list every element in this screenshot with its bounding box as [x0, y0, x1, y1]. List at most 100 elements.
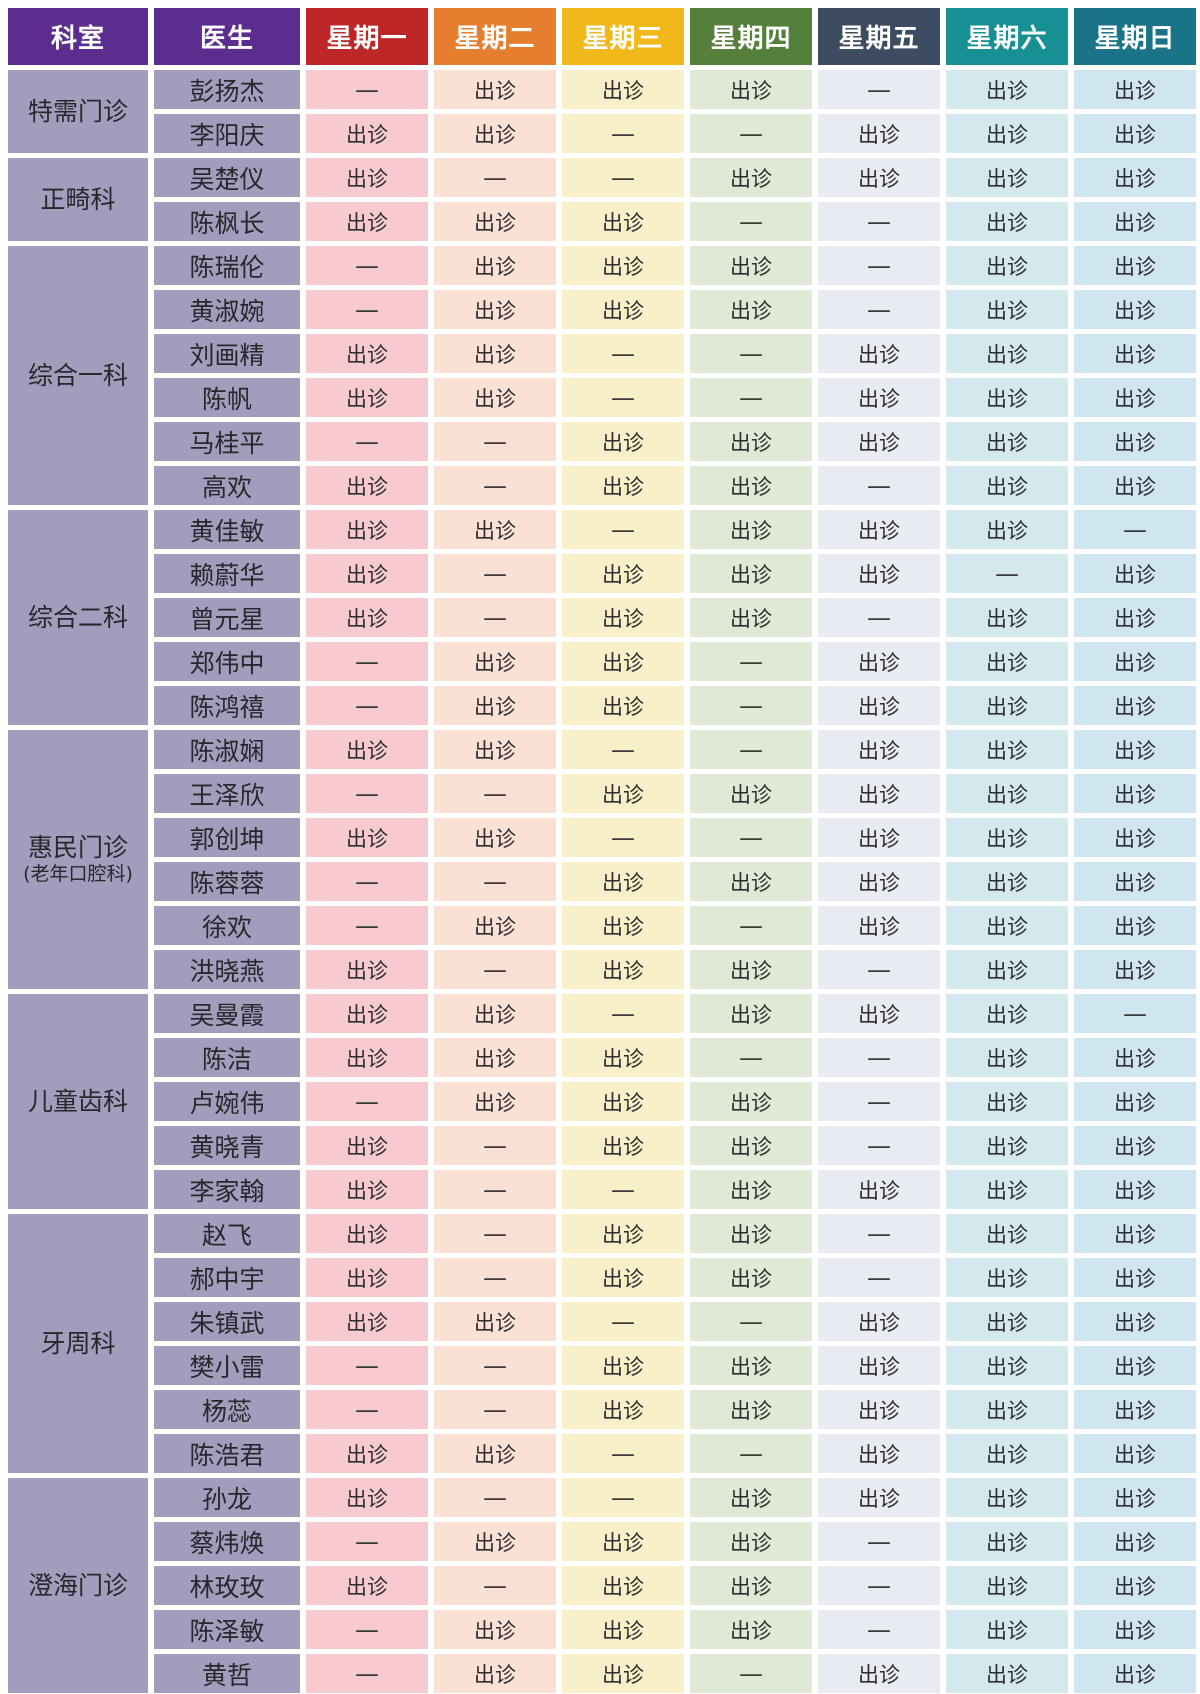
schedule-cell-monday: — [306, 1390, 428, 1429]
doctor-name-cell: 黄晓青 [154, 1126, 300, 1165]
schedule-cell-tuesday: 出诊 [434, 730, 556, 769]
schedule-cell-sunday: 出诊 [1074, 202, 1196, 241]
schedule-cell-monday: 出诊 [306, 466, 428, 505]
schedule-cell-sunday: 出诊 [1074, 1082, 1196, 1121]
schedule-cell-sunday: 出诊 [1074, 1390, 1196, 1429]
doctor-name-cell: 赖蔚华 [154, 554, 300, 593]
department-label: 正畸科 [40, 184, 116, 214]
doctor-name-cell: 郭创坤 [154, 818, 300, 857]
schedule-cell-monday: 出诊 [306, 1170, 428, 1209]
schedule-cell-saturday: 出诊 [946, 1434, 1068, 1473]
schedule-cell-sunday: 出诊 [1074, 1610, 1196, 1649]
schedule-cell-saturday: 出诊 [946, 202, 1068, 241]
schedule-cell-friday: 出诊 [818, 1346, 940, 1385]
schedule-cell-tuesday: 出诊 [434, 1302, 556, 1341]
schedule-cell-wednesday: — [562, 510, 684, 549]
doctor-name-cell: 林玫玫 [154, 1566, 300, 1605]
schedule-cell-tuesday: 出诊 [434, 818, 556, 857]
schedule-cell-monday: — [306, 1522, 428, 1561]
schedule-cell-sunday: 出诊 [1074, 334, 1196, 373]
schedule-cell-wednesday: 出诊 [562, 1566, 684, 1605]
doctor-name-cell: 黄哲 [154, 1654, 300, 1693]
schedule-cell-tuesday: 出诊 [434, 334, 556, 373]
schedule-cell-thursday: — [690, 730, 812, 769]
schedule-cell-friday: — [818, 1038, 940, 1077]
schedule-cell-monday: 出诊 [306, 378, 428, 417]
schedule-cell-monday: 出诊 [306, 202, 428, 241]
schedule-cell-thursday: 出诊 [690, 1478, 812, 1517]
doctor-name-cell: 吴楚仪 [154, 158, 300, 197]
doctor-name-cell: 曾元星 [154, 598, 300, 637]
schedule-cell-tuesday: 出诊 [434, 510, 556, 549]
schedule-cell-friday: — [818, 598, 940, 637]
schedule-cell-saturday: 出诊 [946, 70, 1068, 109]
schedule-cell-friday: 出诊 [818, 1478, 940, 1517]
department-label: 综合一科 [27, 360, 128, 390]
schedule-cell-wednesday: 出诊 [562, 1610, 684, 1649]
schedule-cell-monday: 出诊 [306, 598, 428, 637]
schedule-cell-wednesday: 出诊 [562, 686, 684, 725]
schedule-cell-thursday: — [690, 1038, 812, 1077]
schedule-cell-friday: 出诊 [818, 730, 940, 769]
schedule-cell-sunday: 出诊 [1074, 1654, 1196, 1693]
schedule-cell-monday: — [306, 906, 428, 945]
schedule-cell-thursday: 出诊 [690, 510, 812, 549]
schedule-cell-monday: 出诊 [306, 158, 428, 197]
schedule-cell-friday: 出诊 [818, 862, 940, 901]
doctor-name-cell: 李阳庆 [154, 114, 300, 153]
doctor-name-cell: 杨蕊 [154, 1390, 300, 1429]
schedule-cell-thursday: 出诊 [690, 1082, 812, 1121]
schedule-cell-saturday: 出诊 [946, 730, 1068, 769]
schedule-cell-thursday: — [690, 378, 812, 417]
doctor-name-cell: 刘画精 [154, 334, 300, 373]
schedule-cell-friday: — [818, 290, 940, 329]
schedule-cell-saturday: 出诊 [946, 1346, 1068, 1385]
header-monday: 星期一 [306, 8, 428, 65]
doctor-name-cell: 陈鸿禧 [154, 686, 300, 725]
schedule-cell-tuesday: — [434, 1566, 556, 1605]
schedule-cell-sunday: 出诊 [1074, 378, 1196, 417]
schedule-cell-tuesday: — [434, 1258, 556, 1297]
schedule-cell-saturday: 出诊 [946, 950, 1068, 989]
schedule-cell-monday: 出诊 [306, 1478, 428, 1517]
schedule-cell-friday: 出诊 [818, 158, 940, 197]
department-label: 惠民门诊 [27, 833, 128, 862]
doctor-name-cell: 赵飞 [154, 1214, 300, 1253]
schedule-cell-wednesday: 出诊 [562, 1082, 684, 1121]
schedule-cell-tuesday: 出诊 [434, 994, 556, 1033]
header-doctor: 医生 [154, 8, 300, 65]
schedule-cell-thursday: 出诊 [690, 70, 812, 109]
schedule-cell-tuesday: — [434, 466, 556, 505]
doctor-name-cell: 朱镇武 [154, 1302, 300, 1341]
schedule-cell-thursday: — [690, 334, 812, 373]
schedule-cell-wednesday: 出诊 [562, 1654, 684, 1693]
schedule-cell-tuesday: — [434, 1390, 556, 1429]
schedule-cell-friday: 出诊 [818, 1434, 940, 1473]
department-cell: 特需门诊 [8, 70, 148, 153]
schedule-cell-monday: — [306, 1082, 428, 1121]
schedule-cell-wednesday: 出诊 [562, 554, 684, 593]
schedule-cell-sunday: 出诊 [1074, 862, 1196, 901]
header-sunday: 星期日 [1074, 8, 1196, 65]
schedule-cell-thursday: 出诊 [690, 1566, 812, 1605]
schedule-cell-wednesday: — [562, 994, 684, 1033]
schedule-cell-sunday: 出诊 [1074, 290, 1196, 329]
schedule-cell-monday: 出诊 [306, 950, 428, 989]
schedule-cell-thursday: 出诊 [690, 466, 812, 505]
schedule-cell-saturday: 出诊 [946, 862, 1068, 901]
schedule-cell-sunday: — [1074, 510, 1196, 549]
header-wednesday: 星期三 [562, 8, 684, 65]
schedule-cell-tuesday: 出诊 [434, 202, 556, 241]
doctor-name-cell: 陈淑娴 [154, 730, 300, 769]
doctor-name-cell: 徐欢 [154, 906, 300, 945]
schedule-cell-wednesday: 出诊 [562, 1258, 684, 1297]
schedule-cell-friday: 出诊 [818, 422, 940, 461]
schedule-cell-saturday: 出诊 [946, 906, 1068, 945]
schedule-cell-saturday: 出诊 [946, 158, 1068, 197]
schedule-cell-thursday: — [690, 642, 812, 681]
doctor-name-cell: 李家翰 [154, 1170, 300, 1209]
schedule-cell-monday: 出诊 [306, 1302, 428, 1341]
schedule-table: 科室 医生 星期一 星期二 星期三 星期四 星期五 星期六 星期日 特需门诊 彭扬杰 — 出诊 出诊 出诊 —… [8, 8, 1196, 1693]
schedule-cell-thursday: — [690, 818, 812, 857]
header-saturday: 星期六 [946, 8, 1068, 65]
